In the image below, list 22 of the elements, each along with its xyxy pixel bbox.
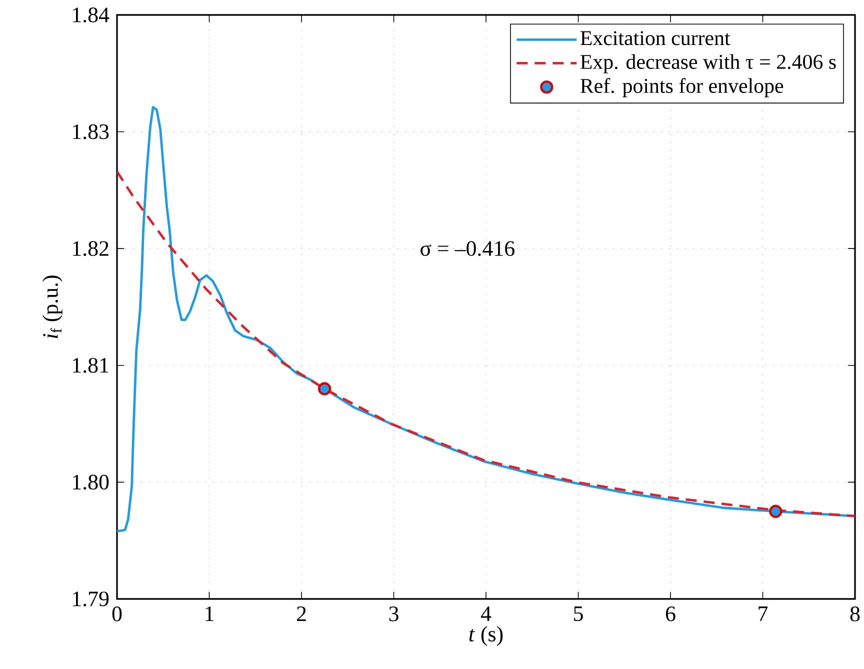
x-tick-label: 0 [112,606,122,622]
x-tick-label: 7 [758,606,768,621]
annotation: σ = –0.416 [420,241,514,256]
y-tick-label: 1.80 [73,474,109,490]
x-tick-label: 6 [666,606,676,622]
x-tick-label: 5 [574,606,583,622]
legend-label: Excitation current [580,31,730,46]
x-tick-label: 4 [480,606,492,621]
y-tick-label: 1.81 [73,358,108,373]
y-axis-title: i$_{f}$ (p.u.) [42,276,62,338]
x-axis-title: t (s) [469,626,503,646]
legend-label: Exp. decrease with τ = 2.406 s [580,54,836,74]
y-tick-label: 1.83 [73,124,109,140]
y-tick-label: 1.79 [73,592,109,606]
x-tick-label: 3 [389,606,398,622]
x-tick-label: 8 [850,606,860,622]
x-tick-label: 2 [296,606,306,621]
line-series [117,170,855,518]
x-tick-label: 1 [206,606,214,621]
legend-label: Ref. points for envelope [580,78,784,98]
y-tick-label: 1.84 [73,8,110,22]
y-tick-label: 1.82 [73,241,108,256]
